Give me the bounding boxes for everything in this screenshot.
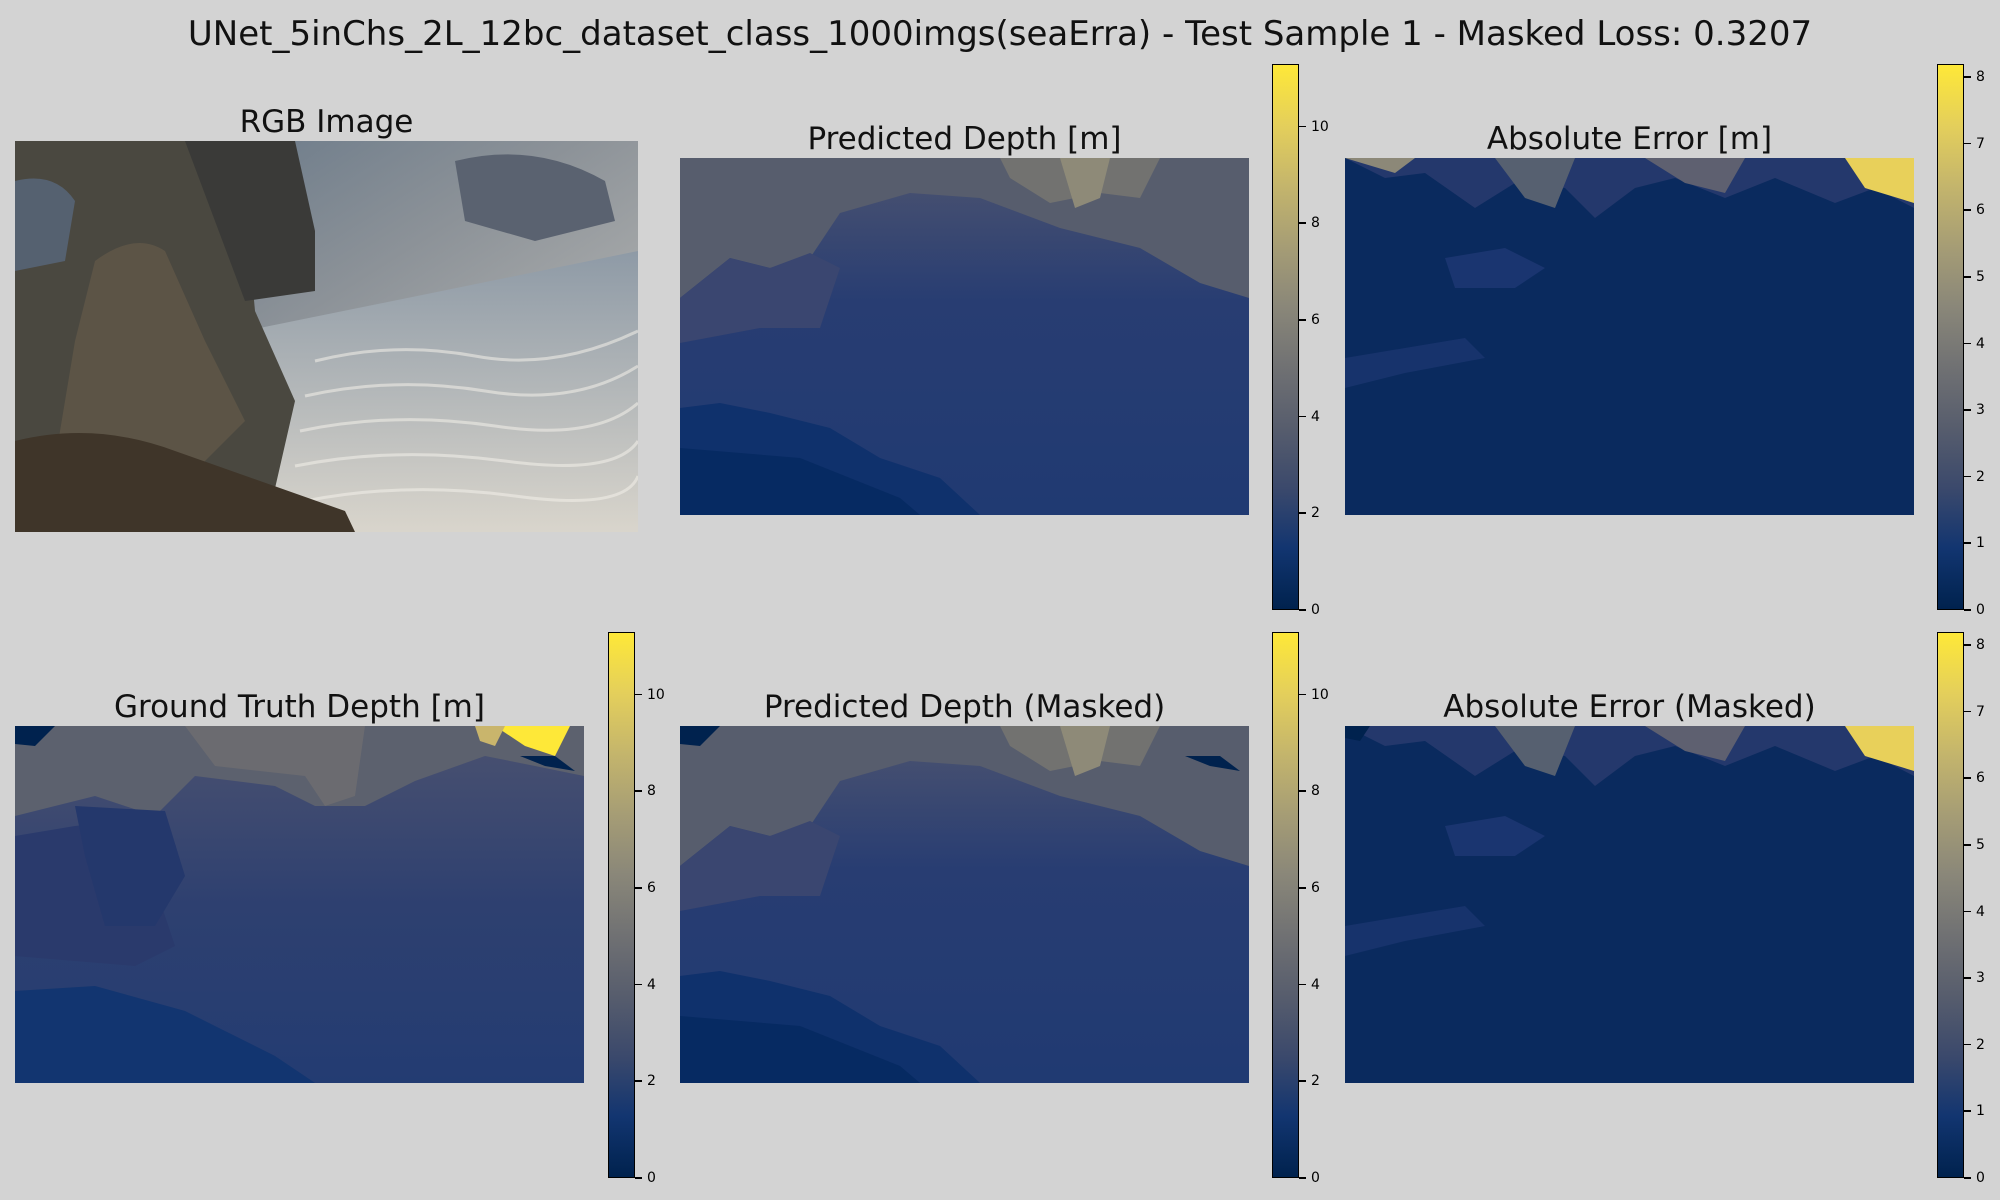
panel-title-abs-error-masked: Absolute Error (Masked)	[1443, 689, 1816, 725]
colorbar-tick-mark	[1964, 710, 1971, 713]
colorbar-tick-mark	[1299, 790, 1306, 792]
colorbar-ticks-gt-depth: 0 2 4 6 8 10	[635, 632, 675, 1186]
colorbar-tick-label: 5	[1976, 837, 1985, 854]
colorbar-gt-depth	[608, 632, 635, 1178]
colorbar-pred-depth-masked	[1272, 632, 1299, 1178]
colorbar-tick-label: 0	[1976, 1170, 1985, 1186]
colorbar-tick-mark	[1299, 415, 1306, 418]
colorbar-tick-mark	[1964, 1043, 1971, 1046]
colorbar-tick-mark	[1299, 1177, 1306, 1179]
colorbar-tick-mark	[1964, 609, 1971, 611]
colorbar-tick-mark	[635, 693, 642, 696]
colorbar-tick-mark	[1964, 977, 1971, 979]
colorbar-ticks-pred-depth-masked: 0 2 4 6 8 10	[1299, 632, 1339, 1186]
colorbar-tick-label: 2	[1311, 505, 1320, 522]
colorbar-tick-label: 1	[1976, 1103, 1985, 1120]
colorbar-tick-label: 2	[1976, 1036, 1985, 1053]
colorbar-tick-mark	[1299, 319, 1306, 321]
colorbar-tick-mark	[1964, 342, 1971, 345]
colorbar-tick-label: 8	[1976, 69, 1985, 86]
colorbar-tick-label: 2	[1976, 468, 1985, 485]
colorbar-tick-mark	[1964, 542, 1971, 544]
colorbar-tick-mark	[1964, 777, 1971, 779]
panel-title-abs-error: Absolute Error [m]	[1486, 121, 1773, 157]
colorbar-tick-mark	[1964, 409, 1971, 411]
colorbar-tick-mark	[1299, 693, 1306, 696]
panel-title-pred-depth: Predicted Depth [m]	[807, 121, 1122, 157]
colorbar-tick-mark	[635, 887, 642, 889]
figure-suptitle: UNet_5inChs_2L_12bc_dataset_class_1000im…	[187, 14, 1813, 54]
panel-title-pred-depth-masked: Predicted Depth (Masked)	[763, 689, 1166, 725]
colorbar-tick-mark	[1299, 1080, 1306, 1082]
colorbar-tick-mark	[635, 1080, 642, 1082]
colorbar-tick-mark	[635, 1177, 642, 1179]
colorbar-tick-mark	[1964, 910, 1971, 913]
colorbar-tick-mark	[1299, 983, 1306, 986]
colorbar-tick-mark	[1299, 512, 1306, 514]
colorbar-tick-mark	[1299, 125, 1306, 128]
colorbar-ticks-pred-depth: 0 2 4 6 8 10	[1299, 64, 1339, 618]
heatmap-abs-error	[1345, 158, 1914, 515]
colorbar-tick-label: 6	[647, 880, 656, 897]
colorbar-tick-label: 0	[1311, 1170, 1320, 1186]
colorbar-tick-mark	[1964, 1177, 1971, 1179]
colorbar-tick-mark	[1964, 644, 1971, 646]
colorbar-tick-label: 8	[1311, 783, 1320, 800]
colorbar-tick-label: 4	[1976, 903, 1985, 920]
colorbar-tick-label: 4	[647, 976, 656, 993]
colorbar-tick-label: 4	[1311, 976, 1320, 993]
colorbar-tick-mark	[1964, 844, 1971, 846]
colorbar-tick-label: 1	[1976, 535, 1985, 552]
colorbar-tick-label: 7	[1976, 135, 1985, 152]
colorbar-tick-label: 10	[647, 686, 665, 703]
colorbar-tick-label: 10	[1311, 686, 1329, 703]
colorbar-tick-label: 6	[1311, 880, 1320, 897]
rgb-image	[15, 141, 638, 532]
panel-title-rgb: RGB Image	[239, 104, 414, 140]
colorbar-abs-error	[1937, 64, 1964, 610]
colorbar-tick-mark	[1299, 887, 1306, 889]
colorbar-abs-error-masked	[1937, 632, 1964, 1178]
colorbar-tick-label: 0	[647, 1170, 656, 1186]
colorbar-tick-label: 0	[1311, 602, 1320, 618]
colorbar-tick-label: 10	[1311, 118, 1329, 135]
colorbar-tick-label: 5	[1976, 269, 1985, 286]
heatmap-gt-depth	[15, 726, 584, 1083]
colorbar-tick-label: 8	[647, 783, 656, 800]
colorbar-tick-label: 2	[647, 1073, 656, 1090]
colorbar-tick-label: 2	[1311, 1073, 1320, 1090]
colorbar-tick-mark	[1964, 475, 1971, 478]
colorbar-tick-label: 6	[1976, 202, 1985, 219]
heatmap-pred-depth	[680, 158, 1249, 515]
colorbar-tick-label: 3	[1976, 402, 1985, 419]
colorbar-tick-label: 4	[1976, 335, 1985, 352]
colorbar-tick-label: 4	[1311, 408, 1320, 425]
colorbar-tick-mark	[1299, 609, 1306, 611]
colorbar-tick-label: 6	[1976, 770, 1985, 787]
colorbar-pred-depth	[1272, 64, 1299, 610]
colorbar-ticks-abs-error-masked: 0 1 2 3 4 5 6 7 8	[1964, 632, 2000, 1186]
colorbar-tick-mark	[635, 790, 642, 792]
heatmap-abs-error-masked	[1345, 726, 1914, 1083]
colorbar-tick-mark	[1964, 209, 1971, 211]
colorbar-tick-mark	[1964, 276, 1971, 278]
colorbar-ticks-abs-error: 0 1 2 3 4 5 6 7 8	[1964, 64, 2000, 618]
colorbar-tick-mark	[1964, 1110, 1971, 1112]
colorbar-tick-label: 8	[1976, 637, 1985, 654]
colorbar-tick-mark	[1299, 222, 1306, 224]
colorbar-tick-label: 6	[1311, 312, 1320, 329]
panel-title-gt-depth: Ground Truth Depth [m]	[114, 689, 485, 725]
colorbar-tick-mark	[1964, 76, 1971, 78]
colorbar-tick-mark	[1964, 142, 1971, 145]
colorbar-tick-label: 8	[1311, 215, 1320, 232]
heatmap-pred-depth-masked	[680, 726, 1249, 1083]
colorbar-tick-label: 0	[1976, 602, 1985, 618]
colorbar-tick-label: 7	[1976, 703, 1985, 720]
colorbar-tick-label: 3	[1976, 970, 1985, 987]
colorbar-tick-mark	[635, 983, 642, 986]
